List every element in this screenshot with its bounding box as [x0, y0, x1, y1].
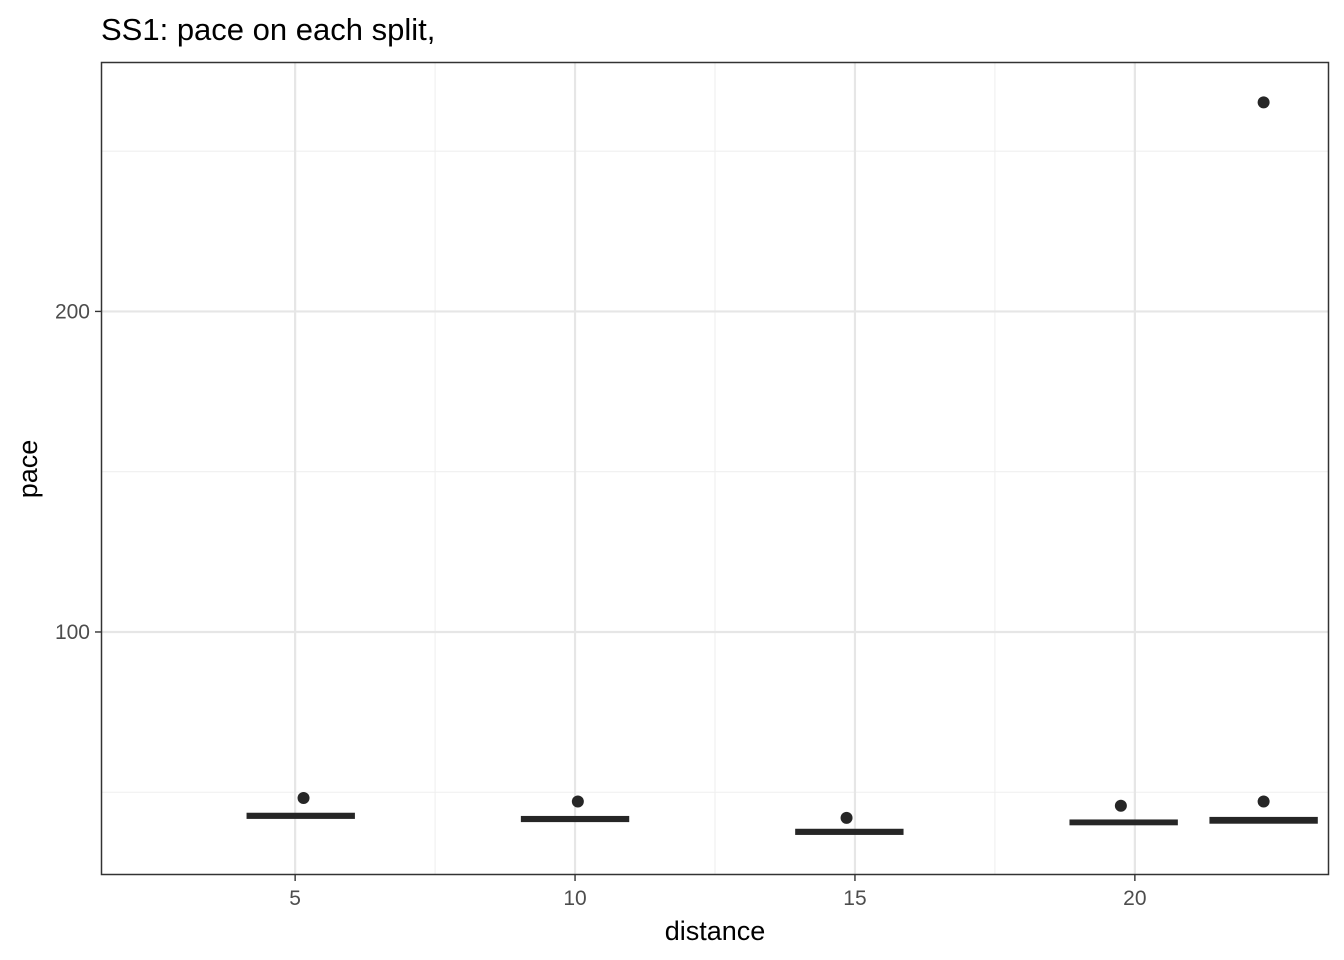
boxes	[246, 812, 1318, 835]
outlier-point	[840, 811, 853, 824]
outlier-point	[1257, 795, 1270, 808]
y-tick-label: 200	[55, 300, 90, 323]
x-tick-label: 10	[563, 887, 586, 910]
panel-border	[100, 61, 1330, 876]
outlier-point	[1114, 799, 1127, 812]
outlier-point	[297, 792, 310, 805]
x-tick-label: 5	[289, 887, 301, 910]
y-tick-label: 100	[55, 621, 90, 644]
x-tick-label: 20	[1123, 887, 1146, 910]
x-axis-title: distance	[665, 916, 766, 946]
x-axis-ticks: 5 10 15 20	[289, 874, 1147, 910]
x-tick-label: 15	[843, 887, 866, 910]
outlier-points	[297, 96, 1270, 824]
outlier-point	[571, 795, 584, 808]
y-axis-title: pace	[13, 440, 43, 499]
outlier-point	[1257, 96, 1270, 109]
y-axis-ticks: 100 200	[55, 300, 102, 644]
minor-gridlines	[102, 63, 1328, 874]
major-gridlines	[102, 63, 1328, 874]
chart-title: SS1: pace on each split,	[101, 12, 435, 47]
